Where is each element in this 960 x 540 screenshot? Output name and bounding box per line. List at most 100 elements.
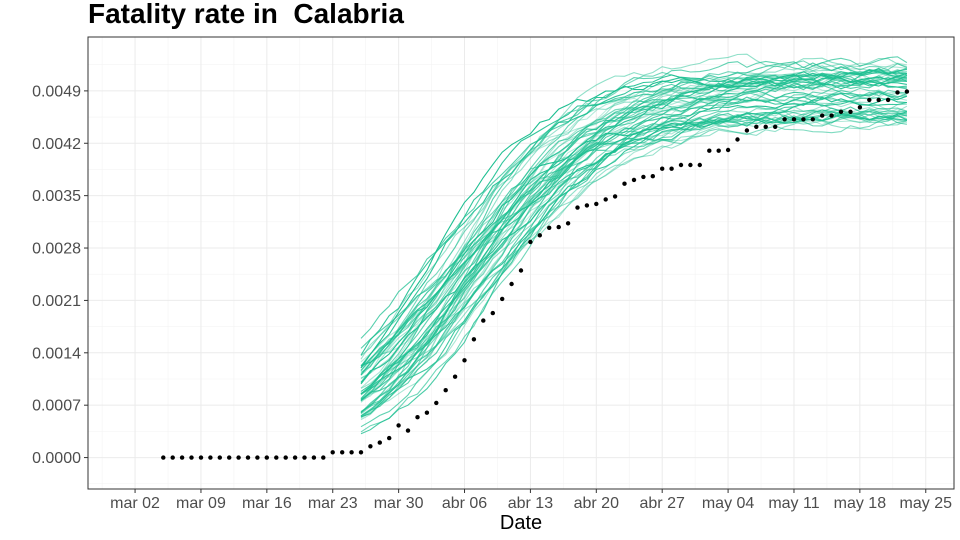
simulation-line <box>360 68 908 417</box>
observed-point <box>885 97 891 103</box>
observed-point <box>377 440 382 445</box>
simulation-line <box>360 67 908 428</box>
observed-point <box>895 90 900 95</box>
simulation-line <box>360 73 908 399</box>
observed-point <box>612 194 618 199</box>
observed-point <box>368 444 373 449</box>
observed-point <box>264 455 269 460</box>
simulation-line <box>360 96 907 383</box>
y-tick-label: 0.0042 <box>32 136 81 153</box>
simulation-line <box>360 69 908 374</box>
observed-points <box>161 89 910 460</box>
observed-point <box>189 455 194 460</box>
simulation-line <box>360 72 908 369</box>
simulation-line <box>360 68 907 367</box>
observed-point <box>603 197 608 202</box>
observed-point <box>688 162 693 168</box>
simulation-line <box>360 111 908 417</box>
x-tick-label: mar 16 <box>242 495 292 512</box>
x-tick-label: abr 20 <box>574 495 619 512</box>
y-tick-label: 0.0021 <box>32 293 81 310</box>
observed-point <box>302 455 307 460</box>
observed-point <box>340 450 345 455</box>
simulation-line <box>360 115 908 433</box>
observed-point <box>179 455 185 460</box>
observed-point <box>198 455 204 460</box>
x-tick-label: may 11 <box>768 495 819 512</box>
grid-minor-lines <box>88 37 954 489</box>
observed-point <box>349 450 354 455</box>
observed-point <box>255 455 260 460</box>
observed-point <box>867 97 872 103</box>
x-tick-label: may 18 <box>834 495 887 512</box>
observed-point <box>763 124 768 129</box>
x-tick-label: abr 27 <box>640 495 685 512</box>
observed-point <box>490 310 495 316</box>
observed-point <box>528 239 533 245</box>
chart-title: Fatality rate in Calabria <box>88 0 404 29</box>
observed-point <box>754 124 759 129</box>
simulation-line <box>360 62 907 401</box>
observed-point <box>594 201 599 207</box>
observed-point <box>622 181 627 186</box>
observed-point <box>773 124 778 129</box>
observed-point <box>631 177 637 183</box>
observed-point <box>358 450 364 455</box>
observed-point <box>434 400 439 406</box>
observed-point <box>481 318 486 323</box>
simulation-line <box>360 111 908 385</box>
y-tick-label: 0.0000 <box>32 450 81 467</box>
observed-point <box>744 128 750 133</box>
observed-point <box>452 374 458 379</box>
simulation-line <box>360 109 908 400</box>
observed-point <box>584 203 590 208</box>
observed-point <box>716 148 721 153</box>
simulation-line <box>360 95 908 395</box>
observed-point <box>565 221 571 226</box>
x-axis-title: Date <box>500 512 542 534</box>
observed-point <box>810 117 815 122</box>
observed-point <box>161 455 166 460</box>
observed-point <box>650 174 655 179</box>
observed-point <box>735 137 740 142</box>
observed-point <box>838 109 844 115</box>
simulation-line <box>360 75 907 413</box>
observed-point <box>725 147 731 153</box>
observed-point <box>471 337 477 342</box>
observed-point <box>791 117 797 122</box>
y-tick-label: 0.0014 <box>32 345 81 362</box>
observed-point <box>876 97 881 103</box>
grid-major-lines <box>88 37 954 489</box>
observed-point <box>904 89 910 94</box>
simulation-line <box>360 56 908 417</box>
observed-point <box>537 233 542 238</box>
y-tick-label: 0.0035 <box>32 188 81 205</box>
observed-point <box>857 105 863 110</box>
observed-point <box>283 455 288 460</box>
y-tick-label: 0.0049 <box>32 83 81 100</box>
simulation-line <box>360 90 908 435</box>
x-tick-label: abr 13 <box>508 495 553 512</box>
simulation-line <box>360 118 908 395</box>
observed-point <box>678 162 684 168</box>
simulation-line <box>360 63 908 360</box>
observed-point <box>575 205 580 210</box>
simulation-line <box>360 79 907 414</box>
x-tick-label: may 25 <box>900 495 953 512</box>
observed-point <box>509 281 514 287</box>
observed-point <box>245 455 251 460</box>
y-tick-label: 0.0028 <box>32 241 81 258</box>
observed-point <box>462 358 467 363</box>
simulation-line <box>360 88 907 372</box>
x-tick-label: mar 30 <box>374 495 424 512</box>
observed-point <box>217 455 222 460</box>
observed-point <box>227 455 232 460</box>
observed-point <box>669 166 674 171</box>
observed-point <box>170 455 175 460</box>
simulation-line <box>360 80 907 401</box>
simulation-line <box>360 107 908 418</box>
simulation-lines <box>360 53 908 435</box>
observed-point <box>424 410 430 415</box>
panel-border <box>87 36 955 490</box>
observed-point <box>292 455 298 460</box>
